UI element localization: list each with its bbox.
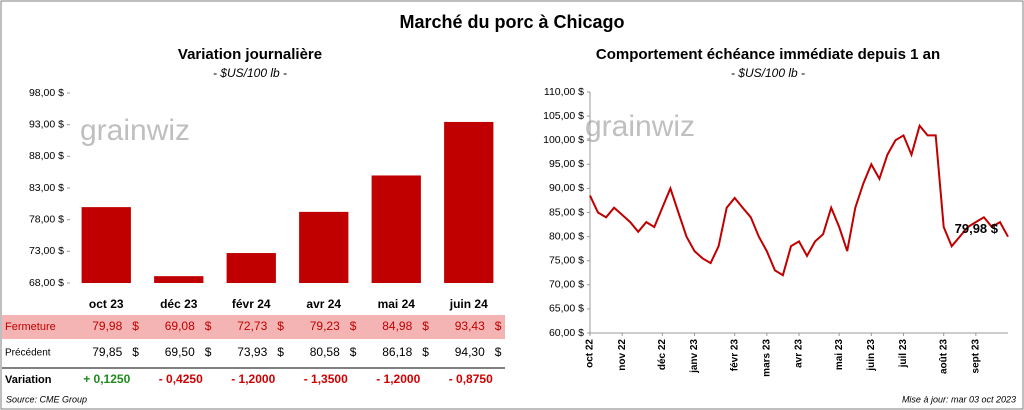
highlight-row [2,315,505,339]
currency: $ [132,345,139,359]
x-tick-label: déc 23 [160,297,198,311]
close-value: 69,08 [165,319,195,333]
x-tick-label: mai 23 [834,339,845,371]
y-tick-label: 98,00 $ [29,87,64,99]
currency: $ [422,345,429,359]
source: Source: CME Group [6,394,87,404]
y-tick-label: 95,00 $ [549,158,584,170]
previous-value: 69,50 [165,345,195,359]
variation-value: - 1,2000 [231,372,275,386]
y-tick-label: 110,00 $ [544,86,584,98]
bar [299,211,349,283]
x-tick-label: nov 22 [617,339,628,371]
y-tick-label: 65,00 $ [549,303,584,315]
previous-value: 86,18 [382,345,412,359]
x-tick-label: sept 23 [970,339,981,374]
variation-value: - 1,2000 [376,372,420,386]
x-tick-label: oct 23 [89,297,124,311]
x-tick-label: juin 24 [449,297,488,311]
y-tick-label: 70,00 $ [549,279,584,291]
y-tick-label: 60,00 $ [549,327,584,339]
x-tick-label: mai 24 [378,297,416,311]
currency: $ [350,345,357,359]
chart-subtitle: - $US/100 lb - [731,66,805,80]
x-tick-label: oct 22 [585,339,596,368]
x-tick-label: mars 23 [761,339,772,377]
updated: Mise à jour: mar 03 oct 2023 [902,394,1016,404]
y-tick-label: 83,00 $ [29,182,64,194]
y-tick-label: 73,00 $ [29,245,64,257]
x-tick-label: juil 23 [898,339,909,369]
variation-value: - 0,8750 [449,372,493,386]
close-value: 84,98 [382,319,412,333]
y-tick-label: 85,00 $ [549,206,584,218]
chart-title: Variation journalière [178,46,322,63]
y-tick-label: 78,00 $ [29,213,64,225]
y-tick-label: 88,00 $ [29,150,64,162]
currency: $ [350,319,357,333]
currency: $ [277,319,284,333]
previous-value: 80,58 [310,345,340,359]
close-value: 93,43 [455,319,485,333]
close-value: 79,23 [310,319,340,333]
close-value: 79,98 [92,319,122,333]
x-tick-label: avr 24 [306,297,341,311]
bar [81,207,131,283]
bar [154,276,204,283]
y-tick-label: 90,00 $ [549,182,584,194]
currency: $ [277,345,284,359]
row-label: Précédent [5,348,51,359]
end-label: 79,98 $ [955,221,999,236]
currency: $ [495,345,502,359]
chart-title: Comportement échéance immédiate depuis 1… [596,46,940,63]
x-tick-label: févr 24 [232,297,271,311]
bar [226,253,276,283]
bar [444,121,494,284]
bar [371,175,421,283]
currency: $ [422,319,429,333]
y-tick-label: 68,00 $ [29,277,64,289]
close-value: 72,73 [237,319,267,333]
x-tick-label: déc 22 [657,339,668,371]
x-tick-label: juin 23 [866,339,877,372]
y-tick-label: 105,00 $ [543,110,584,122]
watermark: grainwiz [585,110,695,143]
variation-value: + 0,1250 [83,372,130,386]
currency: $ [205,345,212,359]
x-tick-label: avr 23 [794,339,805,368]
row-label: Variation [5,374,52,386]
currency: $ [495,319,502,333]
currency: $ [132,319,139,333]
chart-subtitle: - $US/100 lb - [213,66,287,80]
y-tick-label: 75,00 $ [549,254,584,266]
previous-value: 73,93 [237,345,267,359]
previous-value: 79,85 [92,345,122,359]
y-tick-label: 100,00 $ [543,134,584,146]
x-tick-label: févr 23 [729,339,740,372]
x-tick-label: janv 23 [689,339,700,374]
line-series [589,123,1009,277]
previous-value: 94,30 [455,345,485,359]
variation-value: - 1,3500 [304,372,348,386]
main-title: Marché du porc à Chicago [399,12,624,32]
variation-value: - 0,4250 [159,372,203,386]
watermark: grainwiz [80,114,190,147]
currency: $ [205,319,212,333]
y-tick-label: 80,00 $ [549,230,584,242]
row-label: Fermeture [5,321,56,333]
y-tick-label: 93,00 $ [29,118,64,130]
x-tick-label: août 23 [938,339,949,374]
